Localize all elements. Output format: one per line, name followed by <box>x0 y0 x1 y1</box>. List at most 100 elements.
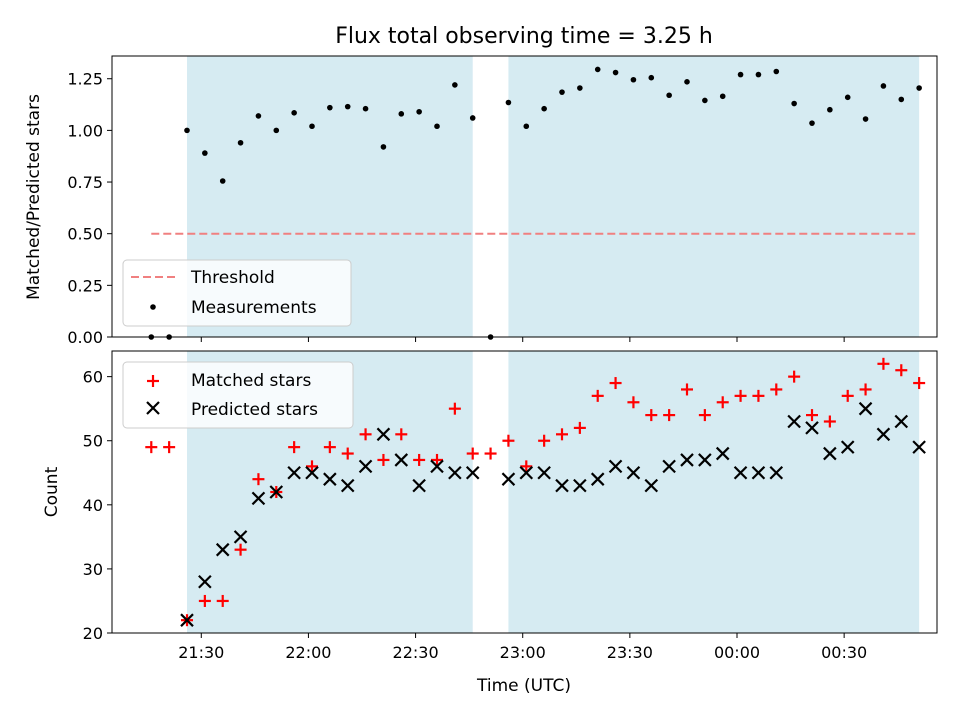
count-y-axis-label: Count <box>42 466 62 517</box>
measurements-point <box>880 83 887 89</box>
predicted-stars-point-b <box>269 485 284 499</box>
predicted-stars-point <box>287 465 301 480</box>
matched-stars-point <box>163 441 176 454</box>
measurements-point <box>577 85 583 91</box>
predicted-stars-point <box>912 440 926 454</box>
ratio-y-tick-label: 0.75 <box>67 173 103 192</box>
matched-stars-point <box>627 396 640 409</box>
predicted-stars-point <box>698 453 712 467</box>
matched-stars-point <box>252 473 265 486</box>
predicted-stars-point <box>662 459 676 474</box>
measurements-point <box>469 115 476 121</box>
matched-stars-point <box>716 396 729 409</box>
matched-stars-point <box>306 460 318 473</box>
predicted-stars-point <box>626 465 641 480</box>
matched-stars-point <box>841 389 854 402</box>
count-y-tick-label: 30 <box>83 560 103 579</box>
predicted-stars-point-b <box>644 478 659 493</box>
count-y-tick-label: 60 <box>83 368 103 387</box>
matched-stars-point <box>823 415 836 428</box>
matched-stars-point <box>145 441 158 454</box>
ratio-y-tick-label: 0.00 <box>67 328 103 347</box>
predicted-stars-point-b <box>555 478 569 493</box>
count-y-axis: 20 30 40 50 60 <box>83 368 112 643</box>
matched-stars-point <box>770 383 783 396</box>
predicted-stars-point <box>644 478 659 493</box>
predicted-stars-point <box>769 465 784 480</box>
ratio-series <box>148 66 922 340</box>
predicted-stars-point-b <box>501 472 516 486</box>
measurements-point <box>237 139 244 146</box>
matched-stars-point <box>556 428 568 441</box>
measurements-point <box>844 94 851 101</box>
predicted-stars-point-b <box>358 459 373 474</box>
ratio-x-axis <box>200 337 845 342</box>
count-x-tick-label: 22:30 <box>393 643 439 662</box>
predicted-stars-point <box>251 491 266 506</box>
matched-stars-point <box>520 460 533 473</box>
predicted-stars-point-b <box>233 530 248 544</box>
predicted-stars-point-b <box>733 465 748 480</box>
matched-stars-point <box>341 447 354 460</box>
predicted-stars-point <box>465 465 480 480</box>
matched-stars-point <box>234 543 247 556</box>
matched-stars-point <box>698 409 711 422</box>
matched-stars-point <box>198 594 211 607</box>
measurements-point <box>684 79 690 85</box>
matched-stars-point <box>538 434 551 447</box>
predicted-stars-point <box>180 613 194 627</box>
count-x-tick-label: 00:00 <box>714 643 760 662</box>
measurements-point <box>773 68 780 75</box>
predicted-stars-point-b <box>894 414 909 429</box>
predicted-stars-point-b <box>662 459 676 474</box>
count-x-tick-label: 22:00 <box>285 643 331 662</box>
measurements-point <box>630 76 637 83</box>
matched-stars-point <box>752 389 765 402</box>
matched-stars-point <box>484 447 497 460</box>
predicted-stars-point-b <box>769 465 784 480</box>
measurements-point <box>809 120 815 126</box>
ratio-legend: Threshold Measurements <box>122 259 352 327</box>
matched-stars-point <box>681 383 693 396</box>
predicted-stars-point-b <box>912 440 926 454</box>
observing-window-shading <box>187 56 920 337</box>
predicted-stars-point-b <box>180 613 194 627</box>
predicted-stars-point-b <box>715 446 730 461</box>
measurements-point <box>862 116 869 122</box>
count-panel-frame <box>111 350 938 634</box>
matched-stars-point <box>466 447 479 460</box>
count-x-axis: 21:30 22:00 22:30 23:00 23:30 00:00 00:30 <box>178 633 867 662</box>
predicted-stars-point-b <box>840 440 855 454</box>
ratio-y-axis-label: Matched/Predicted stars <box>24 94 44 300</box>
matched-stars-point <box>663 409 676 422</box>
predicted-stars-point <box>269 485 284 499</box>
count-shaded-interval-2 <box>508 351 920 633</box>
predicted-legend-swatch <box>146 401 160 415</box>
predicted-stars-point <box>840 440 855 454</box>
measurements-point <box>202 150 208 156</box>
matched-stars-point <box>859 383 872 396</box>
matched-stars-point <box>591 389 604 402</box>
predicted-stars-point <box>501 472 516 486</box>
predicted-stars-point <box>858 401 873 416</box>
measurements-point <box>702 97 708 104</box>
measurements-point <box>327 104 333 111</box>
predicted-stars-point <box>555 478 569 493</box>
matched-stars-point <box>609 377 622 390</box>
predicted-stars-point-b <box>287 465 301 480</box>
matched-stars-point <box>645 409 658 422</box>
predicted-stars-point-b <box>537 465 551 480</box>
measurements-point <box>612 69 619 76</box>
predicted-stars-point-b <box>590 472 605 486</box>
measurements-point <box>416 108 422 115</box>
ratio-y-tick-label: 1.25 <box>67 70 103 89</box>
count-y-tick-label: 40 <box>83 496 103 515</box>
measurements-point <box>362 105 369 112</box>
matched-stars-point <box>216 594 229 607</box>
measurements-point <box>541 105 547 112</box>
ratio-y-axis: 0.00 0.25 0.50 0.75 1.00 1.25 <box>67 70 112 347</box>
count-x-tick-label: 23:30 <box>607 643 653 662</box>
predicted-stars-point-b <box>465 465 480 480</box>
predicted-stars-point-b <box>805 421 819 435</box>
predicted-stars-point <box>376 427 391 442</box>
